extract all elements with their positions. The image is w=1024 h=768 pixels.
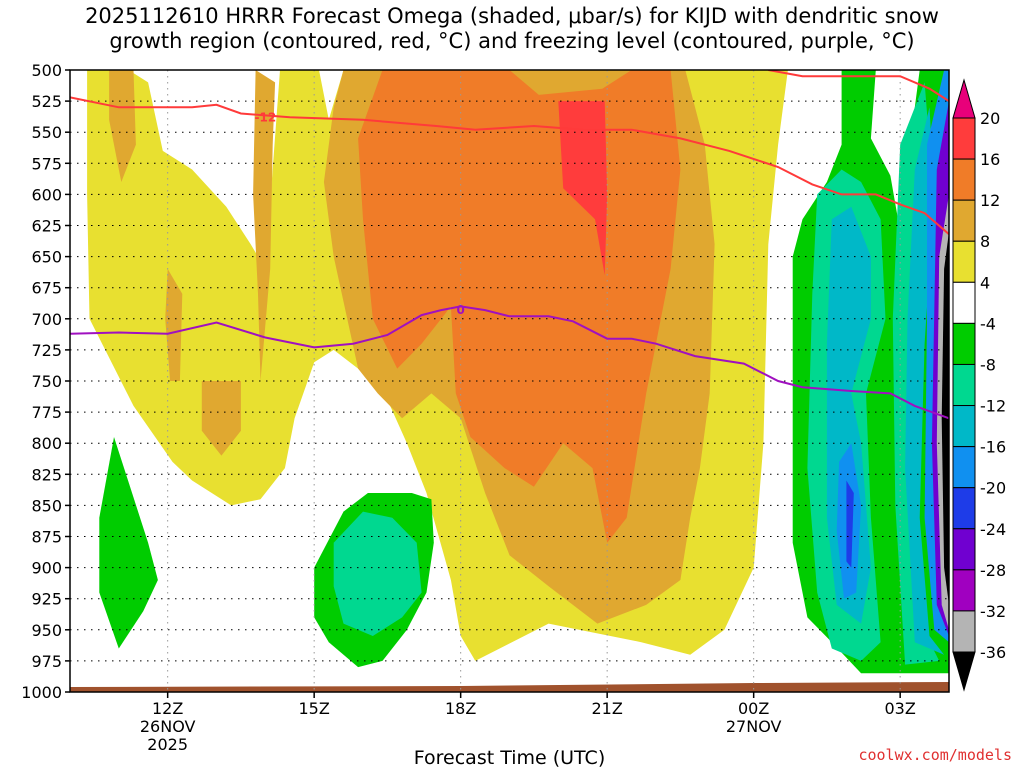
x-tick-year-12Z: 2025	[147, 735, 188, 754]
colorbar-box-5	[952, 322, 976, 365]
colorbar-label-7: -12	[980, 397, 1006, 416]
y-tick-label-950: 950	[31, 621, 62, 640]
y-tick-label-675: 675	[31, 279, 62, 298]
colorbar-label-10: -24	[980, 520, 1006, 539]
y-tick-label-550: 550	[31, 123, 62, 142]
x-tick-date-00Z: 27NOV	[726, 717, 782, 736]
colorbar-box-7	[952, 405, 976, 448]
y-axis: 500 525 550 575 600 625 650 675 700 725 750 775 800 8…	[21, 61, 70, 702]
colorbar-label-5: -4	[980, 314, 996, 333]
colorbar-label-13: -36	[980, 643, 1006, 662]
omega-region-2	[253, 70, 276, 381]
x-tick-label-15Z: 15Z	[299, 699, 330, 718]
colorbar-label-1: 16	[980, 150, 1000, 169]
y-tick-label-875: 875	[31, 528, 62, 547]
y-tick-label-900: 900	[31, 559, 62, 578]
contour-lines: -12 0	[70, 70, 949, 420]
colorbar-box-12	[952, 610, 976, 653]
y-tick-label-625: 625	[31, 217, 62, 236]
y-tick-label-775: 775	[31, 403, 62, 422]
colorbar-box-3	[952, 240, 976, 283]
colorbar-box-6	[952, 363, 976, 407]
contour-freezing-level-0c	[70, 305, 949, 420]
ground-fill	[70, 682, 949, 692]
contour-label-dgz-upper-12c: -12	[254, 110, 276, 124]
colorbar-box-0	[952, 117, 976, 160]
chart-title-line2: growth region (contoured, red, °C) and f…	[109, 29, 915, 53]
omega-region-5	[201, 381, 241, 456]
omega-region-18	[846, 480, 854, 568]
omega-region-13	[892, 82, 940, 665]
x-tick-label-00Z: 00Z	[738, 699, 769, 718]
x-tick-label-12Z: 12Z	[152, 699, 183, 718]
colorbar-label-2: 12	[980, 191, 1000, 210]
colorbar-top-triangle	[952, 78, 976, 119]
colorbar-label-3: 8	[980, 232, 990, 251]
x-axis-title: Forecast Time (UTC)	[414, 747, 605, 768]
colorbar-bottom-triangle	[952, 651, 976, 692]
x-tick-date-12Z: 26NOV	[140, 717, 196, 736]
omega-region-1	[109, 70, 136, 182]
y-tick-label-750: 750	[31, 372, 62, 391]
contour-label-freezing-level-0c: 0	[456, 303, 464, 317]
colorbar-box-2	[952, 199, 976, 242]
colorbar: 20 16 12 8 4 -4 -8 -12 -16 -20 -24 -28 -32 -36	[952, 78, 1006, 692]
y-tick-label-725: 725	[31, 341, 62, 360]
y-tick-label-500: 500	[31, 61, 62, 80]
colorbar-label-4: 4	[980, 273, 990, 292]
omega-region-6	[358, 70, 681, 543]
chart-title: 2025112610 HRRR Forecast Omega (shaded, …	[0, 4, 1024, 54]
y-tick-label-800: 800	[31, 434, 62, 453]
colorbar-label-8: -16	[980, 438, 1006, 457]
colorbar-box-4	[952, 281, 976, 324]
y-tick-label-650: 650	[31, 248, 62, 267]
omega-region-15	[905, 107, 945, 655]
contour-dgz-lower-edge	[768, 70, 949, 102]
y-tick-label-975: 975	[31, 652, 62, 671]
omega-region-21	[941, 231, 949, 605]
y-tick-label-925: 925	[31, 590, 62, 609]
x-tick-label-21Z: 21Z	[592, 699, 623, 718]
colorbar-box-9	[952, 487, 976, 530]
colorbar-label-6: -8	[980, 355, 996, 374]
colorbar-label-9: -20	[980, 479, 1006, 498]
omega-region-8	[99, 437, 158, 649]
omega-shading	[87, 70, 949, 674]
credit-text[interactable]: coolwx.com/models	[858, 746, 1012, 764]
omega-region-4	[165, 269, 183, 381]
y-tick-label-600: 600	[31, 185, 62, 204]
colorbar-label-11: -28	[980, 561, 1006, 580]
omega-region-11	[333, 511, 422, 636]
chart-title-line1: 2025112610 HRRR Forecast Omega (shaded, …	[85, 4, 939, 28]
y-tick-label-575: 575	[31, 154, 62, 173]
colorbar-box-10	[952, 528, 976, 571]
ground-terrain	[70, 682, 949, 692]
colorbar-box-8	[952, 446, 976, 489]
colorbar-label-0: 20	[980, 109, 1000, 128]
colorbar-box-11	[952, 569, 976, 612]
colorbar-box-1	[952, 158, 976, 201]
x-tick-label-03Z: 03Z	[885, 699, 916, 718]
y-tick-label-1000: 1000	[21, 683, 62, 702]
y-tick-label-700: 700	[31, 310, 62, 329]
contour-dgz-upper-12c	[70, 96, 949, 235]
y-tick-label-525: 525	[31, 92, 62, 111]
omega-region-7	[558, 101, 608, 276]
x-tick-label-18Z: 18Z	[445, 699, 476, 718]
y-tick-label-850: 850	[31, 496, 62, 515]
colorbar-label-12: -32	[980, 602, 1006, 621]
y-tick-label-825: 825	[31, 465, 62, 484]
